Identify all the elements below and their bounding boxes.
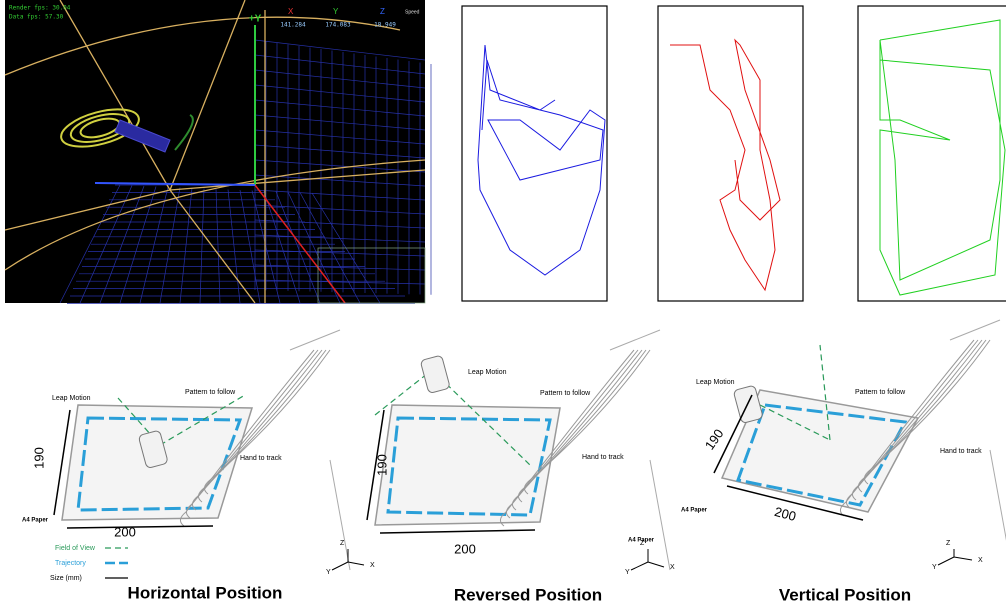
sensor-label: Leap Motion [468, 369, 507, 376]
axis-label: X [370, 562, 375, 569]
setup-sketch: Leap Motion Pattern to follow Hand to trac… [681, 320, 1006, 604]
paper-label: A4 Paper [681, 508, 708, 514]
coord-axes [631, 549, 664, 570]
viewer-background [5, 0, 425, 303]
setup-sketch: Leap Motion Pattern to follow Hand to trac… [367, 330, 675, 604]
legend-label: Size (mm) [50, 575, 82, 582]
axis-label: Z [340, 540, 345, 547]
legend-label: Trajectory [55, 560, 86, 567]
readout-value: 174.083 [325, 22, 351, 29]
width-label: 200 [114, 524, 136, 539]
axis-label: Y [625, 569, 630, 576]
axis-y-label: +Y [249, 14, 262, 25]
width-arrow [380, 530, 535, 533]
axis-label: X [670, 564, 675, 571]
coord-axes [938, 549, 972, 565]
sensor-label: Leap Motion [52, 395, 91, 402]
panel-title: Horizontal Position [128, 583, 283, 602]
readout-header: Speed [405, 9, 420, 15]
coord-axes [332, 549, 364, 570]
arm-outline [290, 330, 350, 570]
paper-label: A4 Paper [22, 518, 49, 524]
plot-background [452, 3, 612, 316]
arm-outline [610, 330, 670, 570]
panel-title: Reversed Position [454, 585, 602, 604]
axis-label: Z [640, 540, 645, 547]
axis-label: Z [946, 540, 951, 547]
panel-title: Vertical Position [779, 585, 911, 604]
readout-value: 18.949 [374, 22, 396, 29]
readout-header: X [288, 7, 294, 16]
height-label: 190 [702, 426, 727, 452]
axis-label: Y [326, 569, 331, 576]
axis-label: Y [932, 564, 937, 571]
hand-label: Hand to track [240, 455, 282, 462]
plot-background [648, 3, 808, 316]
height-label: 190 [31, 447, 46, 469]
figure: Render fps: 30.04 Data fps: 57.30 +Y X Y Z Spe… [0, 0, 1006, 608]
plot-background [848, 3, 1006, 316]
width-arrow [67, 526, 213, 528]
width-label: 200 [773, 504, 798, 524]
height-label: 190 [374, 454, 389, 476]
data-fps: Data fps: 57.30 [9, 14, 64, 21]
readout-header: Z [380, 7, 385, 16]
sensor-label: Leap Motion [696, 379, 735, 386]
render-fps: Render fps: 30.04 [9, 5, 71, 12]
pattern-label: Pattern to follow [540, 390, 591, 397]
legend-label: Field of View [55, 545, 96, 552]
readout-header: Y [333, 7, 339, 16]
hand-label: Hand to track [940, 448, 982, 455]
hand-label: Hand to track [582, 454, 624, 461]
leap-sensor [420, 355, 450, 394]
width-label: 200 [454, 541, 476, 556]
pattern-label: Pattern to follow [855, 389, 906, 396]
setup-sketch: Leap Motion Pattern to follow Hand to trac… [22, 330, 375, 602]
readout-value: 141.284 [280, 22, 306, 29]
pattern-label: Pattern to follow [185, 389, 236, 396]
axis-label: X [978, 557, 983, 564]
